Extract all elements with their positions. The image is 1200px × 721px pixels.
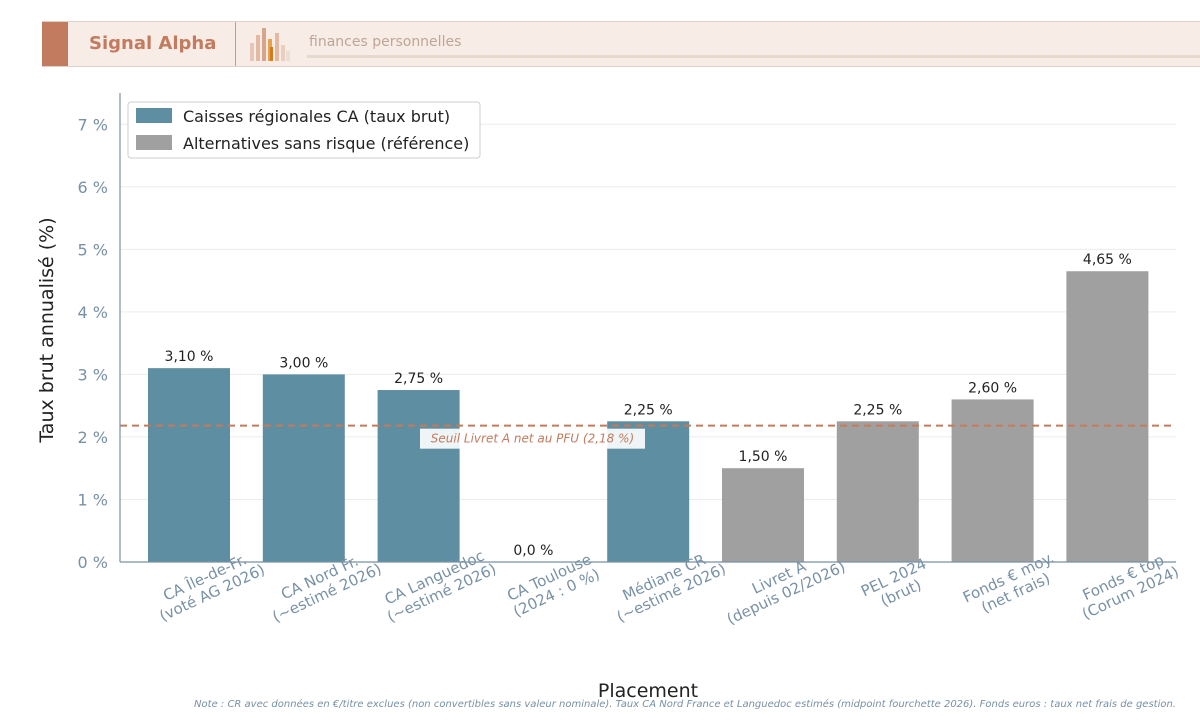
bar-chart-logo-icon bbox=[250, 28, 290, 61]
bar bbox=[377, 390, 460, 562]
y-tick-label: 5 % bbox=[78, 240, 108, 259]
reference-line-layer: Seuil Livret A net au PFU (2,18 %) bbox=[120, 424, 1176, 449]
bar-value-label: 3,10 % bbox=[165, 349, 214, 365]
legend-swatch-ca bbox=[136, 108, 172, 123]
legend-swatch-alternatives bbox=[136, 135, 172, 150]
bar-value-label: 1,50 % bbox=[739, 449, 788, 465]
y-tick-label: 3 % bbox=[78, 365, 108, 384]
bar bbox=[148, 368, 230, 562]
bar-layer bbox=[148, 271, 1149, 562]
header-tagline: finances personnelles bbox=[309, 34, 462, 50]
legend-box bbox=[127, 101, 481, 159]
axis-layer: 0 % 1 % 2 % 3 % 4 % 5 % 6 % 7 % bbox=[78, 93, 1176, 572]
brand-name[interactable]: Signal Alpha bbox=[89, 33, 217, 54]
x-tick-label: PEL 2024(brut) bbox=[858, 555, 936, 616]
y-tick-label: 6 % bbox=[78, 178, 108, 197]
y-axis-title: Taux brut annualisé (%) bbox=[36, 217, 58, 443]
y-tick-label: 1 % bbox=[78, 490, 108, 509]
x-tick-label: CA Toulouse(2024 : 0 %) bbox=[503, 550, 602, 621]
legend-label-alternatives: Alternatives sans risque (référence) bbox=[183, 134, 469, 153]
legend: Caisses régionales CA (taux brut) Altern… bbox=[127, 101, 481, 159]
reference-label-box bbox=[420, 428, 645, 449]
y-tick-label: 0 % bbox=[78, 553, 108, 572]
bar-value-label: 2,60 % bbox=[968, 380, 1017, 396]
header-accent-bar bbox=[42, 22, 68, 66]
bar bbox=[722, 468, 804, 562]
bar-value-label: 0,0 % bbox=[513, 543, 553, 559]
footnote: Note : CR avec données en €/titre exclue… bbox=[194, 699, 1176, 710]
bar-value-label: 2,75 % bbox=[394, 371, 443, 387]
y-tick-label: 2 % bbox=[78, 428, 108, 447]
bar bbox=[951, 399, 1034, 562]
bar-value-label: 2,25 % bbox=[853, 402, 902, 418]
header-separator bbox=[235, 22, 236, 66]
site-header: Signal Alpha finances personnelles bbox=[42, 21, 1200, 67]
bar bbox=[1066, 271, 1149, 562]
bar-value-label: 2,25 % bbox=[624, 402, 673, 418]
bar-value-label: 3,00 % bbox=[279, 355, 328, 371]
bar bbox=[836, 421, 919, 562]
bar-value-label: 4,65 % bbox=[1083, 252, 1132, 268]
reference-line-label: Seuil Livret A net au PFU (2,18 %) bbox=[431, 432, 634, 446]
x-axis-title: Placement bbox=[598, 680, 698, 702]
bar bbox=[262, 374, 345, 562]
header-rule bbox=[307, 55, 1200, 58]
y-tick-label: 4 % bbox=[78, 303, 108, 322]
legend-label-ca: Caisses régionales CA (taux brut) bbox=[183, 107, 450, 126]
y-tick-label: 7 % bbox=[78, 115, 108, 134]
